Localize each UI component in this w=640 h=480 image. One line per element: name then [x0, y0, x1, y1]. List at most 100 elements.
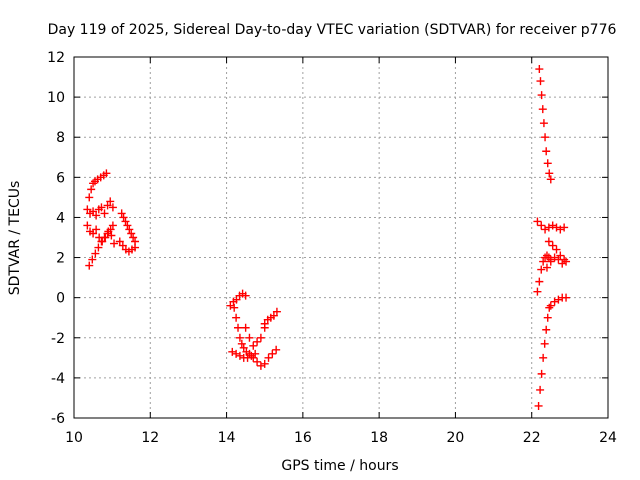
data-point	[106, 197, 115, 206]
data-point	[97, 203, 106, 212]
x-tick-label: 10	[65, 430, 83, 446]
x-axis-label: GPS time / hours	[281, 458, 398, 474]
series-arc-3a	[535, 65, 555, 184]
data-point	[127, 229, 136, 238]
series-arc-3f	[534, 303, 554, 410]
data-point	[546, 257, 555, 266]
y-tick-label: 6	[56, 170, 65, 186]
data-point	[241, 291, 250, 300]
data-point	[85, 261, 94, 270]
data-point	[237, 339, 246, 348]
data-point	[245, 333, 254, 342]
series-arc-2f	[260, 307, 281, 328]
data-point	[268, 349, 277, 358]
data-point	[535, 277, 544, 286]
data-point	[100, 233, 109, 242]
data-point	[541, 133, 550, 142]
x-tick-label: 22	[523, 430, 541, 446]
data-point	[540, 339, 549, 348]
data-point	[106, 225, 115, 234]
y-tick-label: 4	[56, 210, 65, 226]
series-arc-3e	[542, 253, 571, 272]
series-arc-1a	[85, 169, 111, 202]
data-point	[83, 205, 92, 214]
series-arc-2b	[230, 303, 254, 358]
data-point	[94, 243, 103, 252]
data-point	[539, 353, 548, 362]
data-point	[543, 313, 552, 322]
data-point	[89, 207, 98, 216]
data-point	[103, 229, 112, 238]
data-point	[251, 349, 260, 358]
data-point	[97, 237, 106, 246]
data-point	[110, 239, 119, 248]
data-point	[123, 221, 132, 230]
data-point	[249, 353, 258, 362]
data-point	[235, 333, 244, 342]
data-point	[103, 201, 112, 210]
y-axis-label: SDTVAR / TECUs	[7, 181, 23, 296]
series-arc-3b	[533, 217, 569, 234]
data-point	[272, 307, 281, 316]
data-point	[542, 147, 551, 156]
x-tick-label: 18	[370, 430, 388, 446]
y-tick-labels: -6 -4 -2 0 2 4 6 8 10 12	[47, 50, 65, 427]
data-point	[264, 353, 273, 362]
data-point	[548, 241, 557, 250]
data-point	[131, 243, 140, 252]
data-point	[542, 325, 551, 334]
data-point	[253, 357, 262, 366]
data-point	[239, 343, 248, 352]
data-point	[537, 221, 546, 230]
data-point	[536, 77, 545, 86]
data-point	[253, 337, 262, 346]
series-arc-2a	[226, 289, 250, 310]
y-tick-label: -6	[51, 411, 65, 427]
plot-frame	[73, 56, 609, 419]
data-point	[538, 105, 547, 114]
y-tick-label: 12	[47, 50, 65, 66]
y-tick-label: -2	[51, 331, 65, 347]
data-point	[539, 257, 548, 266]
x-tick-label: 20	[447, 430, 465, 446]
data-point	[83, 221, 92, 230]
x-tick-label: 14	[218, 430, 236, 446]
data-point	[89, 229, 98, 238]
data-point	[562, 257, 571, 266]
data-point	[537, 91, 546, 100]
x-tick-label: 16	[294, 430, 312, 446]
data-point	[260, 319, 269, 328]
x-tick-label: 12	[141, 430, 159, 446]
data-point	[272, 345, 281, 354]
y-tick-label: 8	[56, 130, 65, 146]
x-tick-labels: 10 12 14 16 18 20 22 24	[65, 430, 617, 446]
series-arc-1e	[117, 209, 140, 246]
data-point	[88, 255, 97, 264]
data-point	[232, 295, 241, 304]
data-point	[534, 401, 543, 410]
data-point	[533, 217, 542, 226]
series-arc-1b	[83, 197, 117, 220]
data-point	[100, 209, 109, 218]
data-point	[232, 313, 241, 322]
data-point	[546, 175, 555, 184]
data-point	[108, 203, 117, 212]
data-point	[562, 293, 571, 302]
data-point	[554, 255, 563, 264]
data-point	[535, 65, 544, 74]
data-point	[234, 323, 243, 332]
data-point	[102, 169, 111, 178]
data-point	[92, 211, 101, 220]
data-point	[87, 185, 96, 194]
data-point	[119, 213, 128, 222]
y-tick-label: 10	[47, 90, 65, 106]
data-point	[542, 263, 551, 272]
data-point	[545, 169, 554, 178]
x-tick-label: 24	[599, 430, 617, 446]
data-point	[115, 237, 124, 246]
data-point	[552, 245, 561, 254]
data-point	[256, 333, 265, 342]
data-point	[108, 221, 117, 230]
